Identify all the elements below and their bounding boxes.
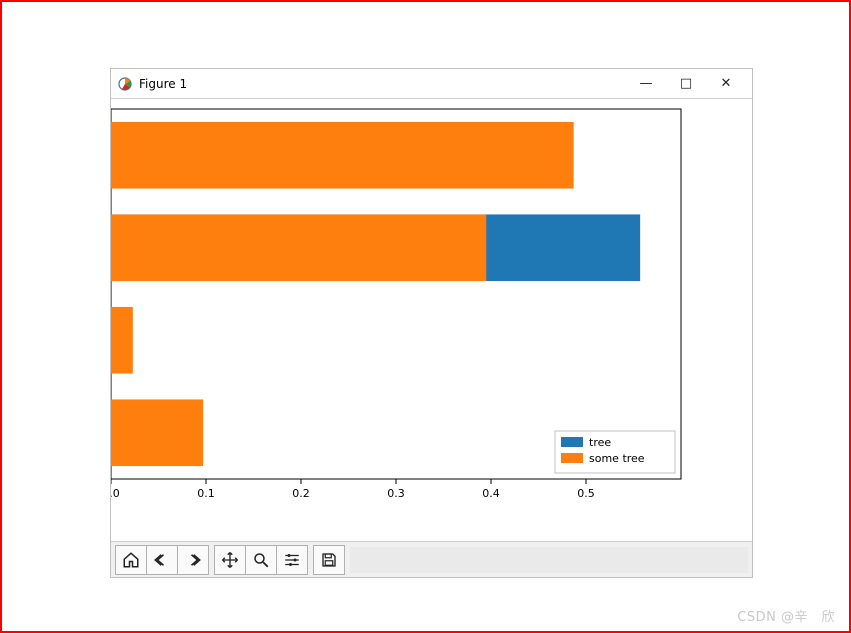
arrow-right-icon [184,551,202,569]
move-icon [221,551,239,569]
plot-canvas: 0.00.10.20.30.40.5ength (cm)width (cm)en… [111,99,752,541]
toolbar-back-button[interactable] [146,545,178,575]
arrow-left-icon [153,551,171,569]
matplotlib-icon [117,76,133,92]
svg-text:0.1: 0.1 [197,487,215,500]
chart-svg: 0.00.10.20.30.40.5ength (cm)width (cm)en… [111,99,752,541]
toolbar-home-button[interactable] [115,545,147,575]
window-titlebar: Figure 1 — □ ✕ [111,69,752,99]
svg-text:0.0: 0.0 [111,487,120,500]
svg-text:0.4: 0.4 [482,487,500,500]
svg-text:0.5: 0.5 [577,487,595,500]
svg-text:tree: tree [589,436,611,449]
figure-window: Figure 1 — □ ✕ 0.00.10.20.30.40.5ength (… [110,68,753,578]
svg-text:0.3: 0.3 [387,487,405,500]
window-minimize-button[interactable]: — [626,70,666,98]
window-maximize-button[interactable]: □ [666,70,706,98]
svg-text:0.2: 0.2 [292,487,310,500]
svg-text:some tree: some tree [589,452,645,465]
matplotlib-toolbar [111,541,752,577]
toolbar-zoom-button[interactable] [245,545,277,575]
toolbar-status-area [350,547,748,573]
toolbar-forward-button[interactable] [177,545,209,575]
save-icon [320,551,338,569]
red-outer-frame: Figure 1 — □ ✕ 0.00.10.20.30.40.5ength (… [0,0,851,633]
home-icon [122,551,140,569]
watermark-text: CSDN @辛 欣 [737,606,835,625]
toolbar-subplots-button[interactable] [276,545,308,575]
zoom-icon [252,551,270,569]
sliders-icon [283,551,301,569]
toolbar-save-button[interactable] [313,545,345,575]
toolbar-pan-button[interactable] [214,545,246,575]
window-close-button[interactable]: ✕ [706,70,746,98]
window-title: Figure 1 [139,77,187,91]
